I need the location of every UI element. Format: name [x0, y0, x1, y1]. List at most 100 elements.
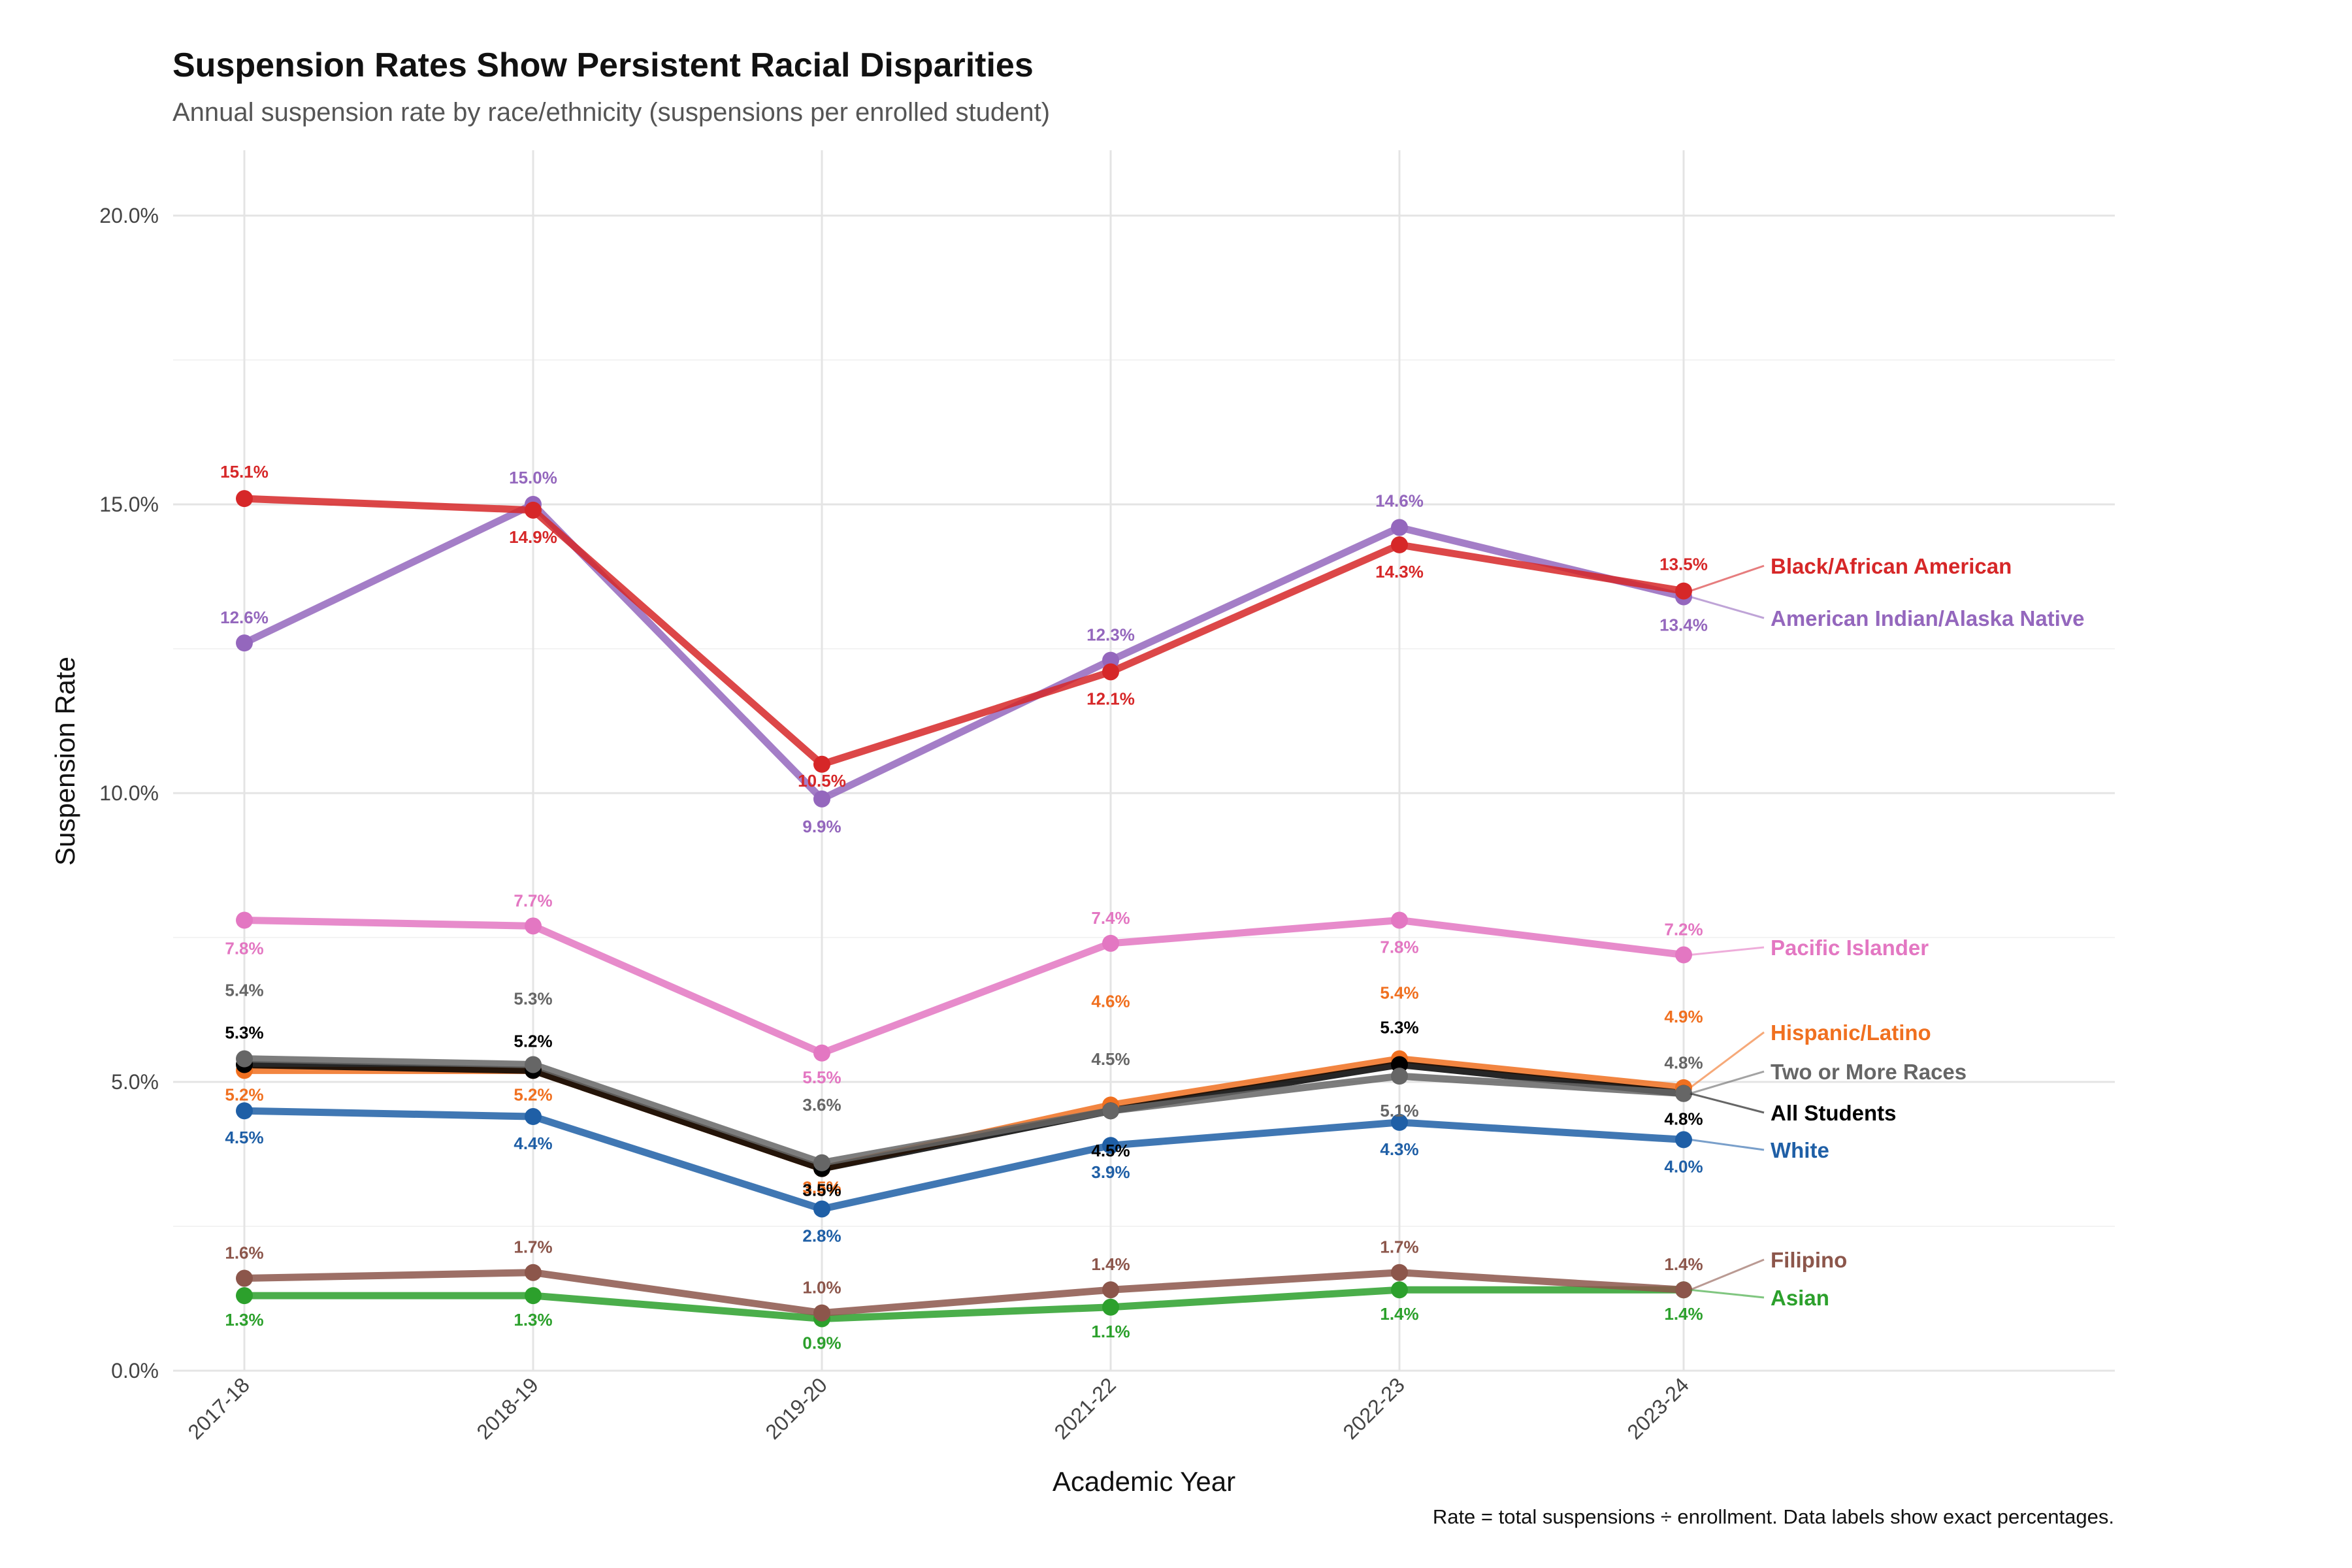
data-point: [813, 755, 830, 773]
data-label: 15.0%: [509, 468, 557, 487]
series-name-label: Asian: [1771, 1286, 1829, 1310]
data-point: [1102, 1102, 1119, 1120]
data-point: [1675, 946, 1692, 964]
data-label: 4.5%: [1091, 1141, 1130, 1160]
data-point: [525, 1264, 542, 1281]
x-tick-label: 2018-19: [472, 1373, 542, 1443]
series-line: [240, 500, 1688, 803]
y-tick-label: 0.0%: [111, 1359, 159, 1382]
data-point: [813, 1044, 830, 1062]
series-name-label: Filipino: [1771, 1248, 1847, 1272]
data-point: [813, 790, 830, 808]
data-label: 3.9%: [1091, 1162, 1130, 1182]
x-tick-label: 2017-18: [183, 1373, 253, 1443]
data-label: 5.4%: [225, 981, 263, 1000]
data-label: 13.4%: [1659, 615, 1708, 634]
series-name-label: Black/African American: [1771, 554, 2012, 578]
data-label: 5.1%: [1380, 1101, 1418, 1120]
data-point: [1675, 1085, 1692, 1102]
data-point: [1391, 519, 1408, 536]
data-label: 7.8%: [1380, 937, 1418, 956]
data-label: 1.7%: [514, 1237, 552, 1257]
data-point: [1391, 1264, 1408, 1281]
data-label: 1.4%: [1091, 1254, 1130, 1274]
x-axis-title: Academic Year: [1053, 1466, 1235, 1497]
data-label: 3.5%: [802, 1181, 841, 1200]
data-point: [236, 1287, 253, 1305]
data-point: [1102, 1298, 1119, 1316]
leader-line: [1690, 946, 1765, 956]
series-name-label: American Indian/Alaska Native: [1771, 606, 2085, 630]
data-label: 4.8%: [1664, 1053, 1703, 1073]
data-label: 14.6%: [1375, 491, 1424, 510]
data-point: [1391, 1068, 1408, 1085]
data-point: [525, 1287, 542, 1305]
series-name-label: Hispanic/Latino: [1771, 1021, 1931, 1045]
data-point: [813, 1304, 830, 1322]
series-line: [240, 495, 1688, 768]
data-point: [1102, 663, 1119, 681]
data-label: 3.5%: [802, 1178, 841, 1198]
data-label: 3.6%: [802, 1095, 841, 1115]
data-label: 4.8%: [1664, 1109, 1703, 1129]
series-line: [240, 1269, 1688, 1317]
series-name-label: Pacific Islander: [1771, 936, 1929, 960]
data-label: 5.2%: [514, 1031, 552, 1051]
data-label: 7.8%: [225, 938, 263, 958]
data-label: 7.4%: [1091, 908, 1130, 928]
data-label: 5.3%: [225, 1022, 263, 1042]
data-point: [236, 634, 253, 652]
data-label: 12.1%: [1086, 689, 1135, 708]
data-point: [525, 501, 542, 519]
data-label: 5.3%: [1380, 1017, 1418, 1037]
data-label: 0.9%: [802, 1333, 841, 1352]
data-point: [1102, 1137, 1119, 1154]
y-tick-label: 20.0%: [99, 204, 159, 227]
data-point: [525, 917, 542, 935]
x-tick-label: 2022-23: [1338, 1373, 1409, 1443]
data-point: [1391, 1281, 1408, 1299]
data-point: [1675, 1281, 1692, 1299]
leader-line: [1690, 1070, 1765, 1095]
data-label: 4.5%: [225, 1128, 263, 1147]
series-line: [240, 1055, 1688, 1167]
leader-line: [1690, 564, 1765, 593]
chart-caption: Rate = total suspensions ÷ enrollment. D…: [1432, 1505, 2114, 1528]
data-label: 2.8%: [802, 1226, 841, 1245]
data-label: 4.4%: [514, 1134, 552, 1153]
data-label: 1.4%: [1380, 1304, 1418, 1324]
data-point: [236, 1269, 253, 1287]
data-label: 1.0%: [802, 1278, 841, 1298]
data-label: 1.7%: [1380, 1237, 1418, 1257]
x-tick-label: 2023-24: [1622, 1373, 1693, 1443]
data-label: 1.6%: [225, 1243, 263, 1263]
data-point: [525, 1108, 542, 1126]
data-label: 12.3%: [1086, 625, 1135, 645]
series-name-label: White: [1771, 1138, 1829, 1162]
y-tick-label: 15.0%: [99, 493, 159, 516]
leader-line: [1690, 1092, 1765, 1114]
data-label: 4.0%: [1664, 1156, 1703, 1176]
data-label: 14.3%: [1375, 562, 1424, 581]
y-tick-label: 5.0%: [111, 1070, 159, 1094]
data-label: 14.9%: [509, 527, 557, 547]
data-point: [1391, 1113, 1408, 1131]
data-label: 4.5%: [1091, 1049, 1130, 1069]
y-tick-label: 10.0%: [99, 781, 159, 805]
data-point: [1391, 911, 1408, 929]
data-point: [813, 1154, 830, 1171]
series-line: [240, 916, 1688, 1057]
leader-line: [1690, 1138, 1765, 1151]
y-axis-title: Suspension Rate: [50, 657, 80, 866]
x-tick-label: 2021-22: [1049, 1373, 1120, 1443]
data-point: [525, 1056, 542, 1073]
data-point: [1391, 536, 1408, 553]
data-point: [1675, 582, 1692, 600]
data-point: [236, 911, 253, 929]
leader-line: [1690, 1288, 1765, 1299]
chart-title: Suspension Rates Show Persistent Racial …: [172, 46, 1034, 84]
data-label: 5.3%: [514, 988, 552, 1008]
series-name-label: All Students: [1771, 1101, 1897, 1125]
